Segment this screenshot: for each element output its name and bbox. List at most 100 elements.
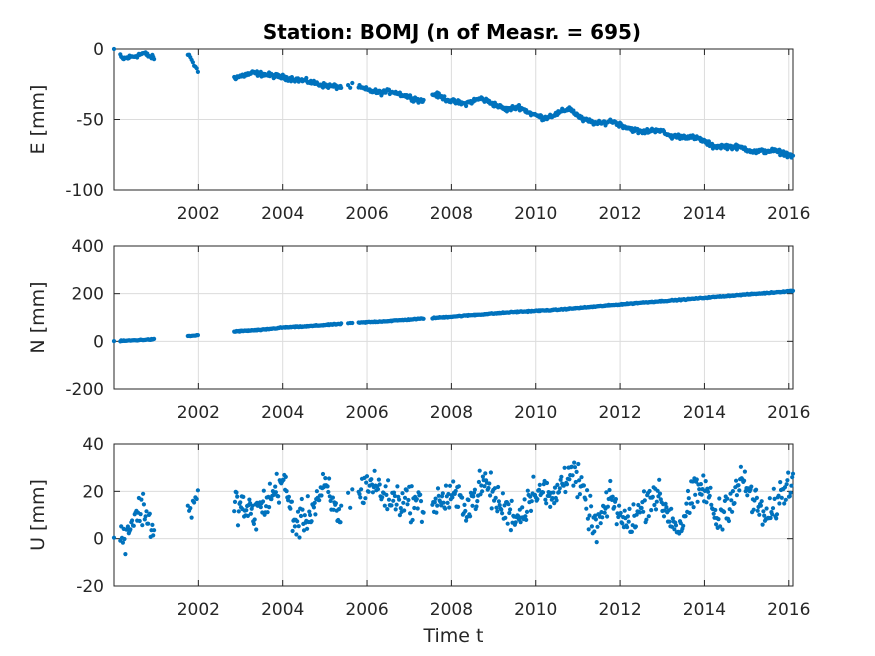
up-data-point	[338, 520, 343, 525]
east-data-point	[190, 60, 195, 65]
up-data-point	[330, 495, 335, 500]
up-data-point	[267, 505, 272, 510]
up-data-point	[397, 513, 402, 518]
up-data-point	[508, 528, 513, 533]
up-data-point	[475, 499, 480, 504]
up-data-point	[392, 493, 397, 499]
up-data-point	[544, 501, 549, 506]
up-data-point	[745, 493, 750, 498]
up-data-point	[245, 513, 250, 519]
up-data-point	[577, 478, 582, 483]
up-data-point	[391, 490, 397, 495]
up-data-point	[500, 511, 505, 516]
up-data-point	[477, 468, 482, 473]
north-ylabel: N [mm]	[27, 281, 49, 353]
up-data-point	[516, 514, 521, 519]
up-data-point	[518, 520, 523, 525]
up-data-point	[391, 498, 396, 503]
up-data-point	[550, 496, 555, 501]
up-data-point	[762, 513, 767, 518]
up-data-point	[609, 497, 615, 502]
up-data-point	[128, 527, 133, 532]
up-data-point	[464, 515, 469, 520]
up-data-point	[587, 513, 592, 518]
up-data-point	[641, 509, 646, 514]
up-data-point	[366, 489, 371, 494]
up-data-point	[531, 474, 536, 479]
up-data-point	[540, 490, 546, 495]
up-data-point	[339, 503, 344, 508]
up-axes-frame	[113, 443, 794, 587]
up-data-point	[471, 494, 476, 499]
up-data-point	[547, 493, 552, 498]
up-data-point	[146, 521, 151, 526]
up-data-point	[286, 494, 291, 499]
up-data-point	[572, 465, 578, 470]
up-data-point	[494, 505, 499, 510]
up-data-point	[742, 469, 748, 474]
up-data-point	[369, 477, 374, 482]
east-series	[111, 46, 796, 160]
up-data-point	[573, 479, 578, 485]
up-ytick-label: 40	[82, 435, 104, 455]
east-xtick-label: 2012	[598, 204, 641, 224]
up-data-point	[524, 517, 529, 523]
up-data-point	[456, 484, 461, 489]
up-data-point	[474, 504, 479, 509]
up-data-point	[189, 515, 194, 520]
up-data-point	[276, 500, 282, 505]
up-data-point	[482, 484, 487, 489]
up-data-point	[299, 496, 304, 502]
up-data-point	[787, 494, 792, 499]
up-data-point	[508, 507, 513, 512]
up-data-point	[575, 495, 580, 500]
up-data-point	[476, 479, 481, 485]
up-data-point	[436, 493, 441, 498]
up-data-point	[738, 464, 744, 469]
up-data-point	[456, 504, 461, 509]
up-data-point	[111, 535, 117, 540]
up-data-point	[419, 519, 424, 525]
up-data-point	[520, 505, 525, 510]
up-data-point	[774, 512, 780, 517]
up-data-point	[383, 484, 388, 489]
up-data-point	[500, 491, 505, 496]
up-data-point	[610, 494, 615, 499]
up-data-point	[382, 503, 387, 508]
up-data-point	[790, 475, 795, 480]
up-data-point	[435, 486, 441, 491]
east-xtick-label: 2006	[345, 204, 388, 224]
up-data-point	[375, 487, 381, 492]
up-data-point	[408, 511, 413, 516]
up-data-point	[709, 502, 714, 507]
up-data-point	[785, 478, 790, 483]
up-data-point	[664, 505, 669, 510]
up-data-point	[714, 522, 719, 527]
up-data-point	[443, 483, 449, 488]
up-data-point	[774, 516, 779, 521]
north-ytick-label: 200	[72, 285, 104, 305]
up-data-point	[528, 494, 533, 499]
up-xtick-label: 2012	[598, 600, 641, 620]
up-data-point	[405, 502, 410, 507]
north-data-point	[421, 316, 426, 321]
up-data-point	[730, 509, 735, 514]
up-data-point	[409, 484, 414, 489]
up-data-point	[585, 516, 591, 521]
up-data-point	[350, 487, 355, 492]
up-data-point	[195, 488, 200, 493]
up-data-point	[639, 505, 644, 511]
up-data-point	[320, 471, 326, 477]
up-data-point	[641, 489, 647, 494]
up-data-point	[567, 477, 572, 482]
up-data-point	[734, 493, 740, 498]
up-data-point	[288, 506, 293, 511]
east-data-point	[111, 46, 117, 52]
north-ytick-label: 0	[93, 332, 104, 352]
up-data-point	[492, 486, 497, 491]
up-data-point	[697, 487, 702, 492]
up-data-point	[770, 512, 775, 517]
up-data-point	[389, 503, 394, 508]
up-data-point	[302, 513, 307, 518]
